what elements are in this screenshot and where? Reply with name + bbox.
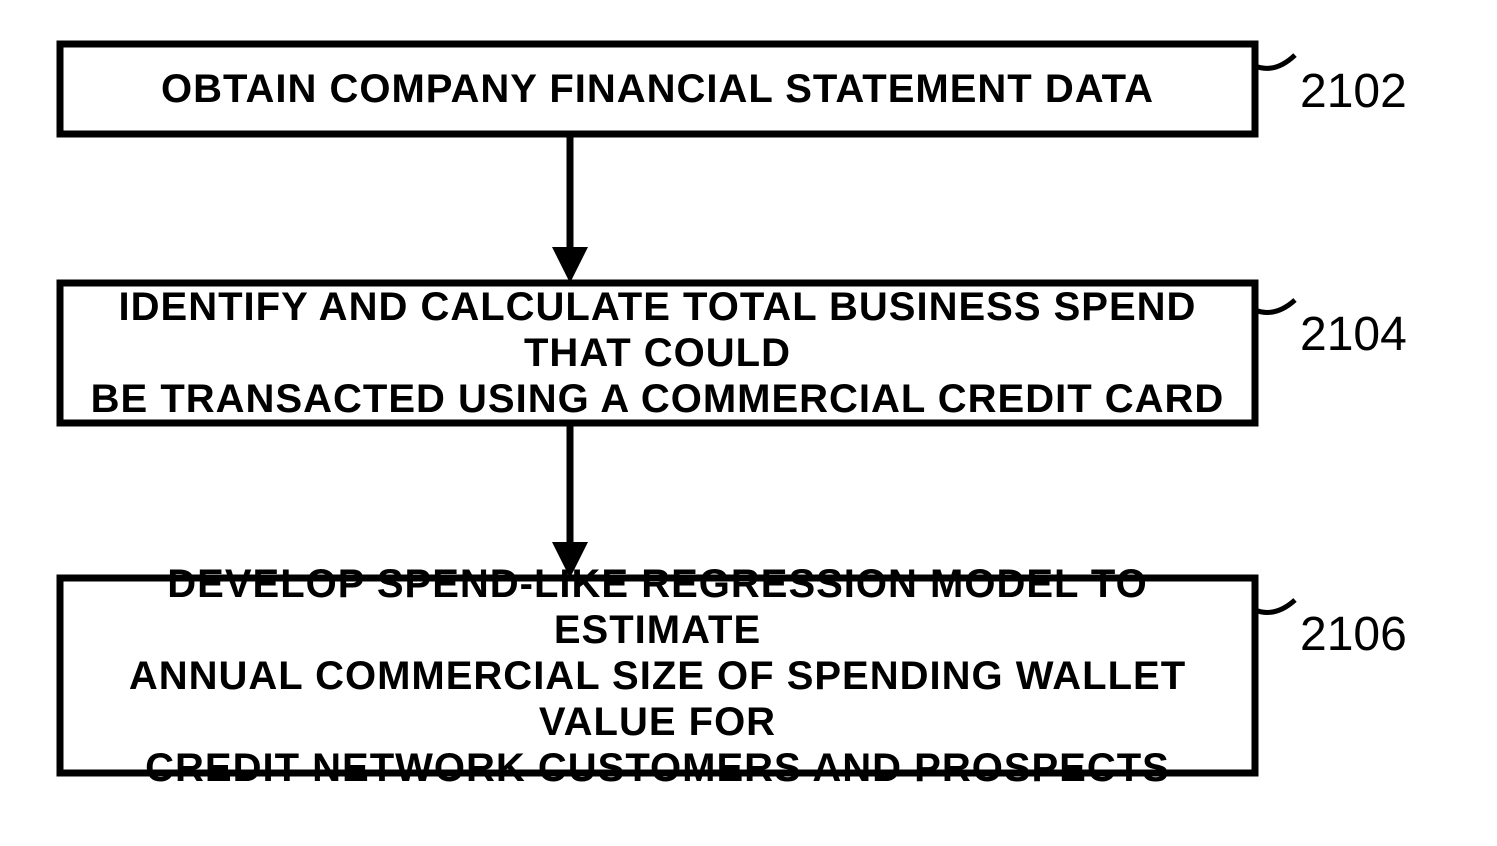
flowchart-node-label: 2102: [1300, 64, 1407, 119]
flowchart-node-label: 2106: [1300, 607, 1407, 662]
flowchart-node-label: 2104: [1300, 307, 1407, 362]
flowchart-node-text: DEVELOP SPEND-LIKE REGRESSION MODEL TO E…: [60, 578, 1255, 773]
flowchart-node-text: IDENTIFY AND CALCULATE TOTAL BUSINESS SP…: [60, 283, 1255, 423]
flowchart-node-text: OBTAIN COMPANY FINANCIAL STATEMENT DATA: [60, 44, 1255, 134]
flowchart-container: OBTAIN COMPANY FINANCIAL STATEMENT DATA 2…: [0, 0, 1497, 846]
